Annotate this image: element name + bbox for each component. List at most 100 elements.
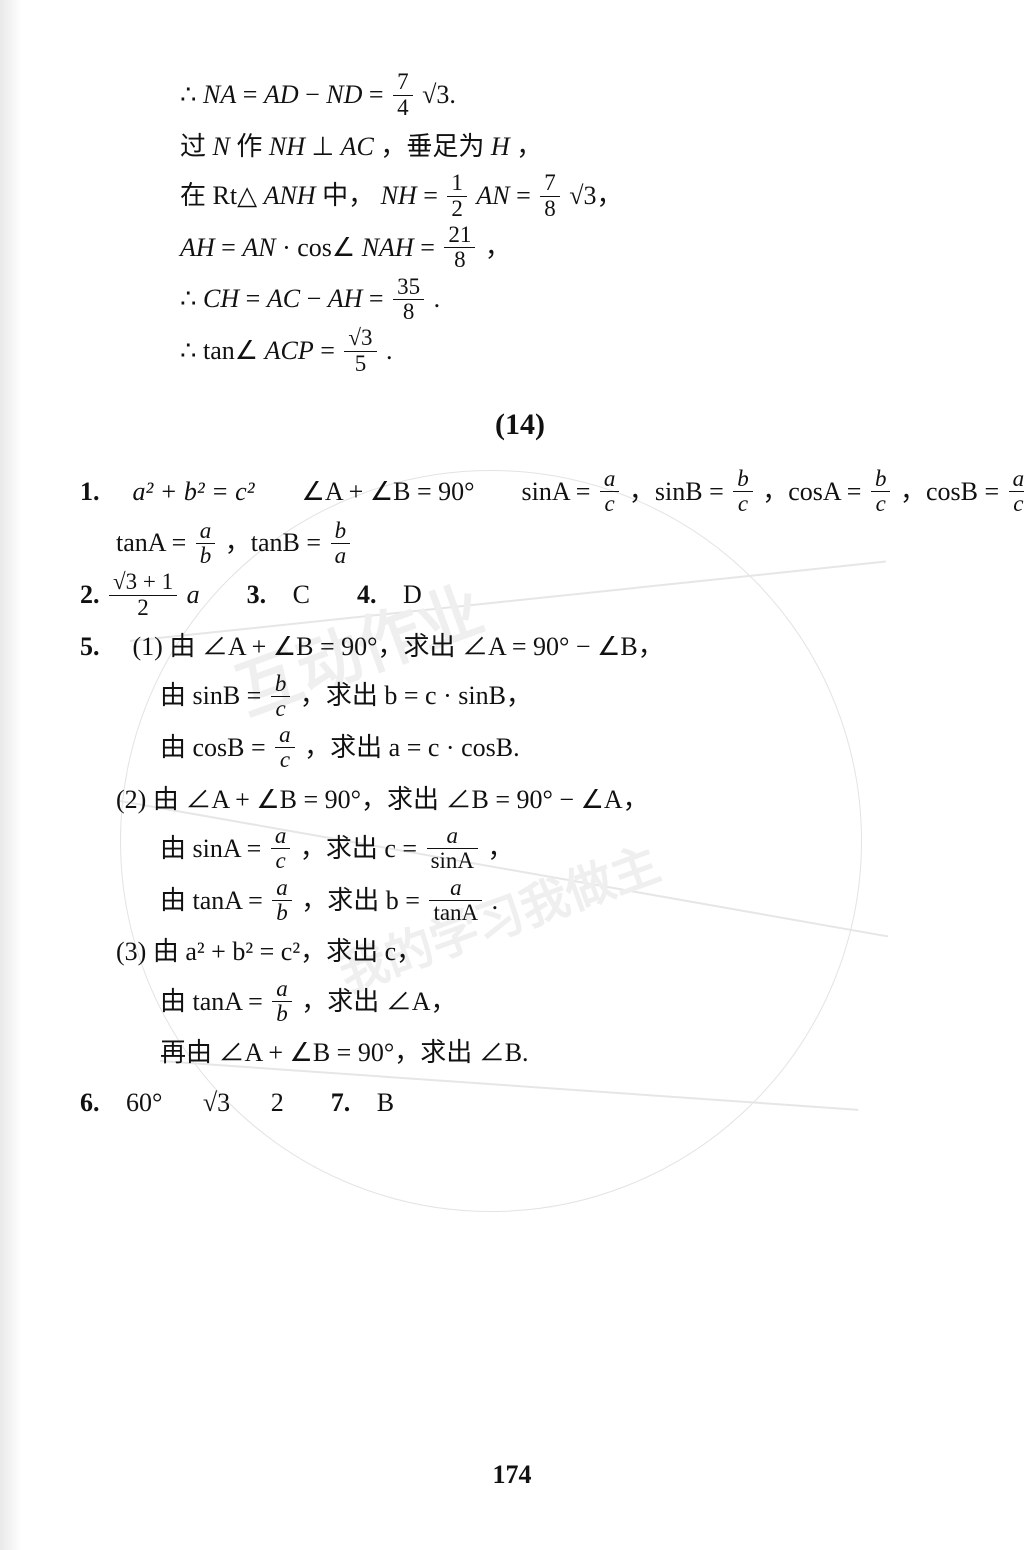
q-label: 3.	[247, 580, 267, 609]
denom: 4	[393, 96, 413, 120]
numer: b	[271, 672, 291, 697]
txt: (2) 由 ∠A + ∠B = 90°，求出 ∠B = 90° − ∠A，	[116, 785, 649, 814]
txt: ，	[516, 132, 542, 161]
line-3: 在 Rt△ ANH 中， NH = 1 2 AN = 7 8 √3，	[80, 171, 960, 223]
q5-2a: (2) 由 ∠A + ∠B = 90°，求出 ∠B = 90° − ∠A，	[80, 775, 960, 824]
denom: c	[1009, 492, 1024, 516]
numer: √3 + 1	[109, 570, 177, 595]
op: =	[246, 284, 267, 313]
fraction: ac	[600, 467, 620, 516]
q-label: 4.	[357, 580, 377, 609]
q-label: 2.	[80, 580, 100, 609]
txt: ，求出 c =	[300, 834, 424, 863]
txt: 由 tanA =	[160, 886, 269, 915]
fraction: ba	[331, 519, 351, 568]
q6-7-line: 6. 60° √3 2 7. B	[80, 1078, 960, 1127]
numer: b	[871, 467, 891, 492]
numer: √3	[344, 326, 376, 351]
q5-1b: 由 sinB = bc ，求出 b = c · sinB，	[80, 671, 960, 723]
var: H	[491, 132, 510, 161]
txt: 由 sinA =	[160, 834, 268, 863]
sym-therefore: ∴	[180, 80, 197, 109]
var: ND	[326, 80, 362, 109]
denom: 5	[344, 352, 376, 376]
numer: b	[331, 519, 351, 544]
var: NAH	[362, 233, 414, 262]
numer: a	[429, 876, 482, 901]
numer: 7	[540, 171, 560, 196]
txt: 过	[180, 132, 213, 161]
numer: 35	[393, 275, 424, 300]
var: ANH	[264, 181, 316, 210]
fraction: ac	[275, 723, 295, 772]
txt: ，	[488, 834, 514, 863]
var: AC	[267, 284, 300, 313]
tail: √3，	[569, 181, 622, 210]
q5-3a: (3) 由 a² + b² = c²，求出 c，	[80, 927, 960, 976]
txt: 作	[236, 132, 269, 161]
fraction: atanA	[429, 876, 482, 925]
line-2: 过 N 作 NH ⊥ AC ，垂足为 H ，	[80, 122, 960, 171]
fraction: bc	[733, 467, 753, 516]
op: =	[369, 284, 390, 313]
q-label: 7.	[331, 1088, 351, 1117]
op: −	[305, 80, 326, 109]
line-6: ∴ tan∠ ACP = √3 5 .	[80, 326, 960, 378]
txt: 由 sinB =	[160, 681, 268, 710]
var: AN	[242, 233, 275, 262]
denom: c	[271, 697, 291, 721]
tail: .	[386, 336, 393, 365]
op: =	[221, 233, 242, 262]
numer: a	[196, 519, 216, 544]
var: ACP	[265, 336, 314, 365]
numer: a	[275, 723, 295, 748]
q5-3c: 再由 ∠A + ∠B = 90°，求出 ∠B.	[80, 1028, 960, 1077]
numer: a	[1009, 467, 1024, 492]
var: NH	[269, 132, 305, 161]
txt: 再由 ∠A + ∠B = 90°，求出 ∠B.	[160, 1038, 529, 1067]
section-heading: (14)	[80, 396, 960, 453]
op: =	[320, 336, 341, 365]
fraction: 7 8	[540, 171, 560, 220]
var: NA	[203, 80, 236, 109]
ans: 60°	[126, 1088, 162, 1117]
lbl: ，tanB =	[225, 528, 328, 557]
denom: tanA	[429, 901, 482, 925]
var: AH	[180, 233, 215, 262]
lbl: sinA =	[522, 477, 597, 506]
op: =	[369, 80, 390, 109]
tail: a	[187, 580, 200, 609]
fraction: √3 5	[344, 326, 376, 375]
txt: 由 tanA =	[160, 987, 269, 1016]
expr: ∠A + ∠B = 90°	[302, 477, 475, 506]
fraction: ab	[272, 876, 292, 925]
var: AN	[476, 181, 509, 210]
ans: B	[377, 1088, 394, 1117]
fraction: 21 8	[444, 223, 475, 272]
fraction: ab	[272, 977, 292, 1026]
ans: 2	[271, 1088, 284, 1117]
txt: ，垂足为	[380, 132, 491, 161]
q5-1c: 由 cosB = ac ，求出 a = c · cosB.	[80, 723, 960, 775]
var: CH	[203, 284, 239, 313]
denom: c	[271, 849, 291, 873]
q5-1a: 5. (1) 由 ∠A + ∠B = 90°，求出 ∠A = 90° − ∠B，	[80, 622, 960, 671]
op: −	[307, 284, 328, 313]
q5-3b: 由 tanA = ab ，求出 ∠A，	[80, 977, 960, 1029]
numer: a	[427, 824, 478, 849]
fraction: asinA	[427, 824, 478, 873]
denom: c	[275, 748, 295, 772]
denom: b	[196, 544, 216, 568]
fraction: ac	[1009, 467, 1024, 516]
denom: 2	[447, 197, 467, 221]
q-label: 1.	[80, 477, 100, 506]
q1-line2: tanA = ab ，tanB = ba	[80, 518, 960, 570]
page-body: ∴ NA = AD − ND = 7 4 √3. 过 N 作 NH ⊥ AC ，…	[80, 70, 960, 1127]
fraction: 35 8	[393, 275, 424, 324]
ans: C	[293, 580, 310, 609]
var: AC	[341, 132, 374, 161]
scan-shadow	[0, 0, 22, 1550]
line-4: AH = AN · cos∠ NAH = 21 8 ，	[80, 223, 960, 275]
tail: ，	[485, 233, 511, 262]
var: AH	[328, 284, 363, 313]
